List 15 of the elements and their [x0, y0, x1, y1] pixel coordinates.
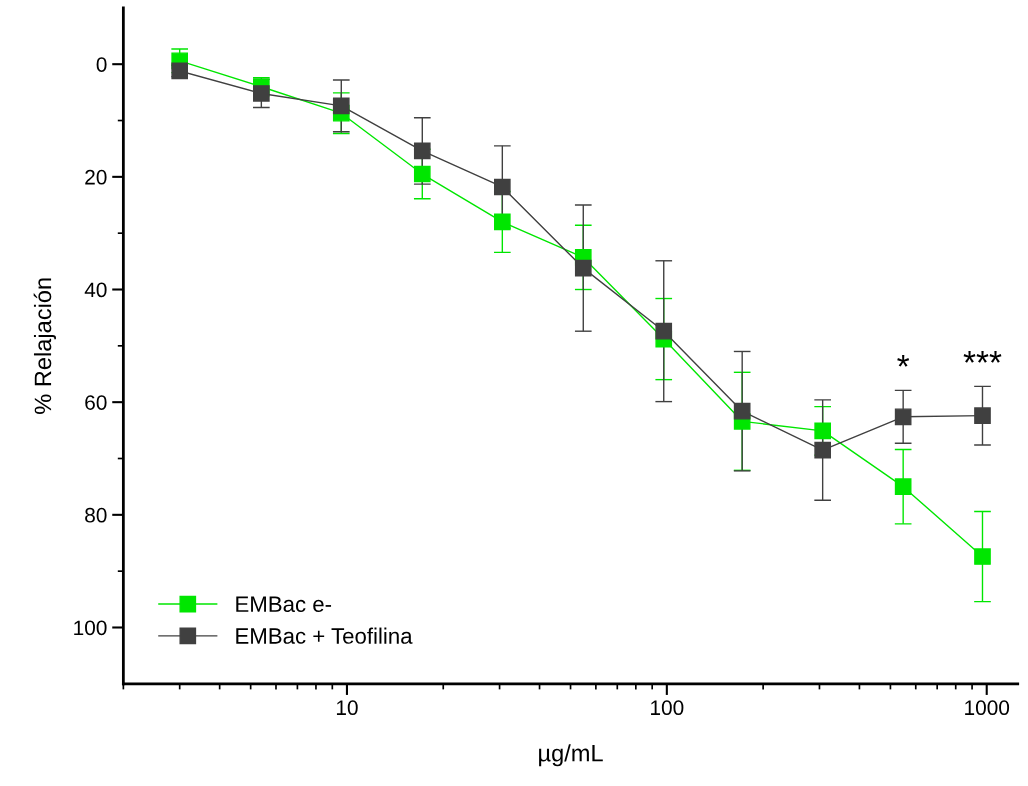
- legend-label: EMBac + Teofilina: [236, 627, 413, 644]
- y-tick-label: 0: [96, 57, 107, 72]
- y-tick-label: 60: [85, 395, 107, 410]
- x-axis-title: µg/mL: [539, 744, 603, 767]
- y-tick-label: 40: [84, 282, 107, 298]
- x-tick-label: 100: [651, 700, 684, 716]
- annotation: ***: [963, 350, 1002, 363]
- y-tick-label: 20: [85, 169, 107, 185]
- legend-label: EMBac e-: [236, 596, 332, 613]
- y-tick-label: 100: [74, 620, 107, 636]
- annotation: *: [897, 354, 910, 367]
- x-tick-label: 1000: [965, 700, 1010, 716]
- y-axis-title: % Relajación: [33, 278, 56, 414]
- y-tick-label: 80: [85, 507, 107, 523]
- x-tick-label: 10: [336, 700, 358, 716]
